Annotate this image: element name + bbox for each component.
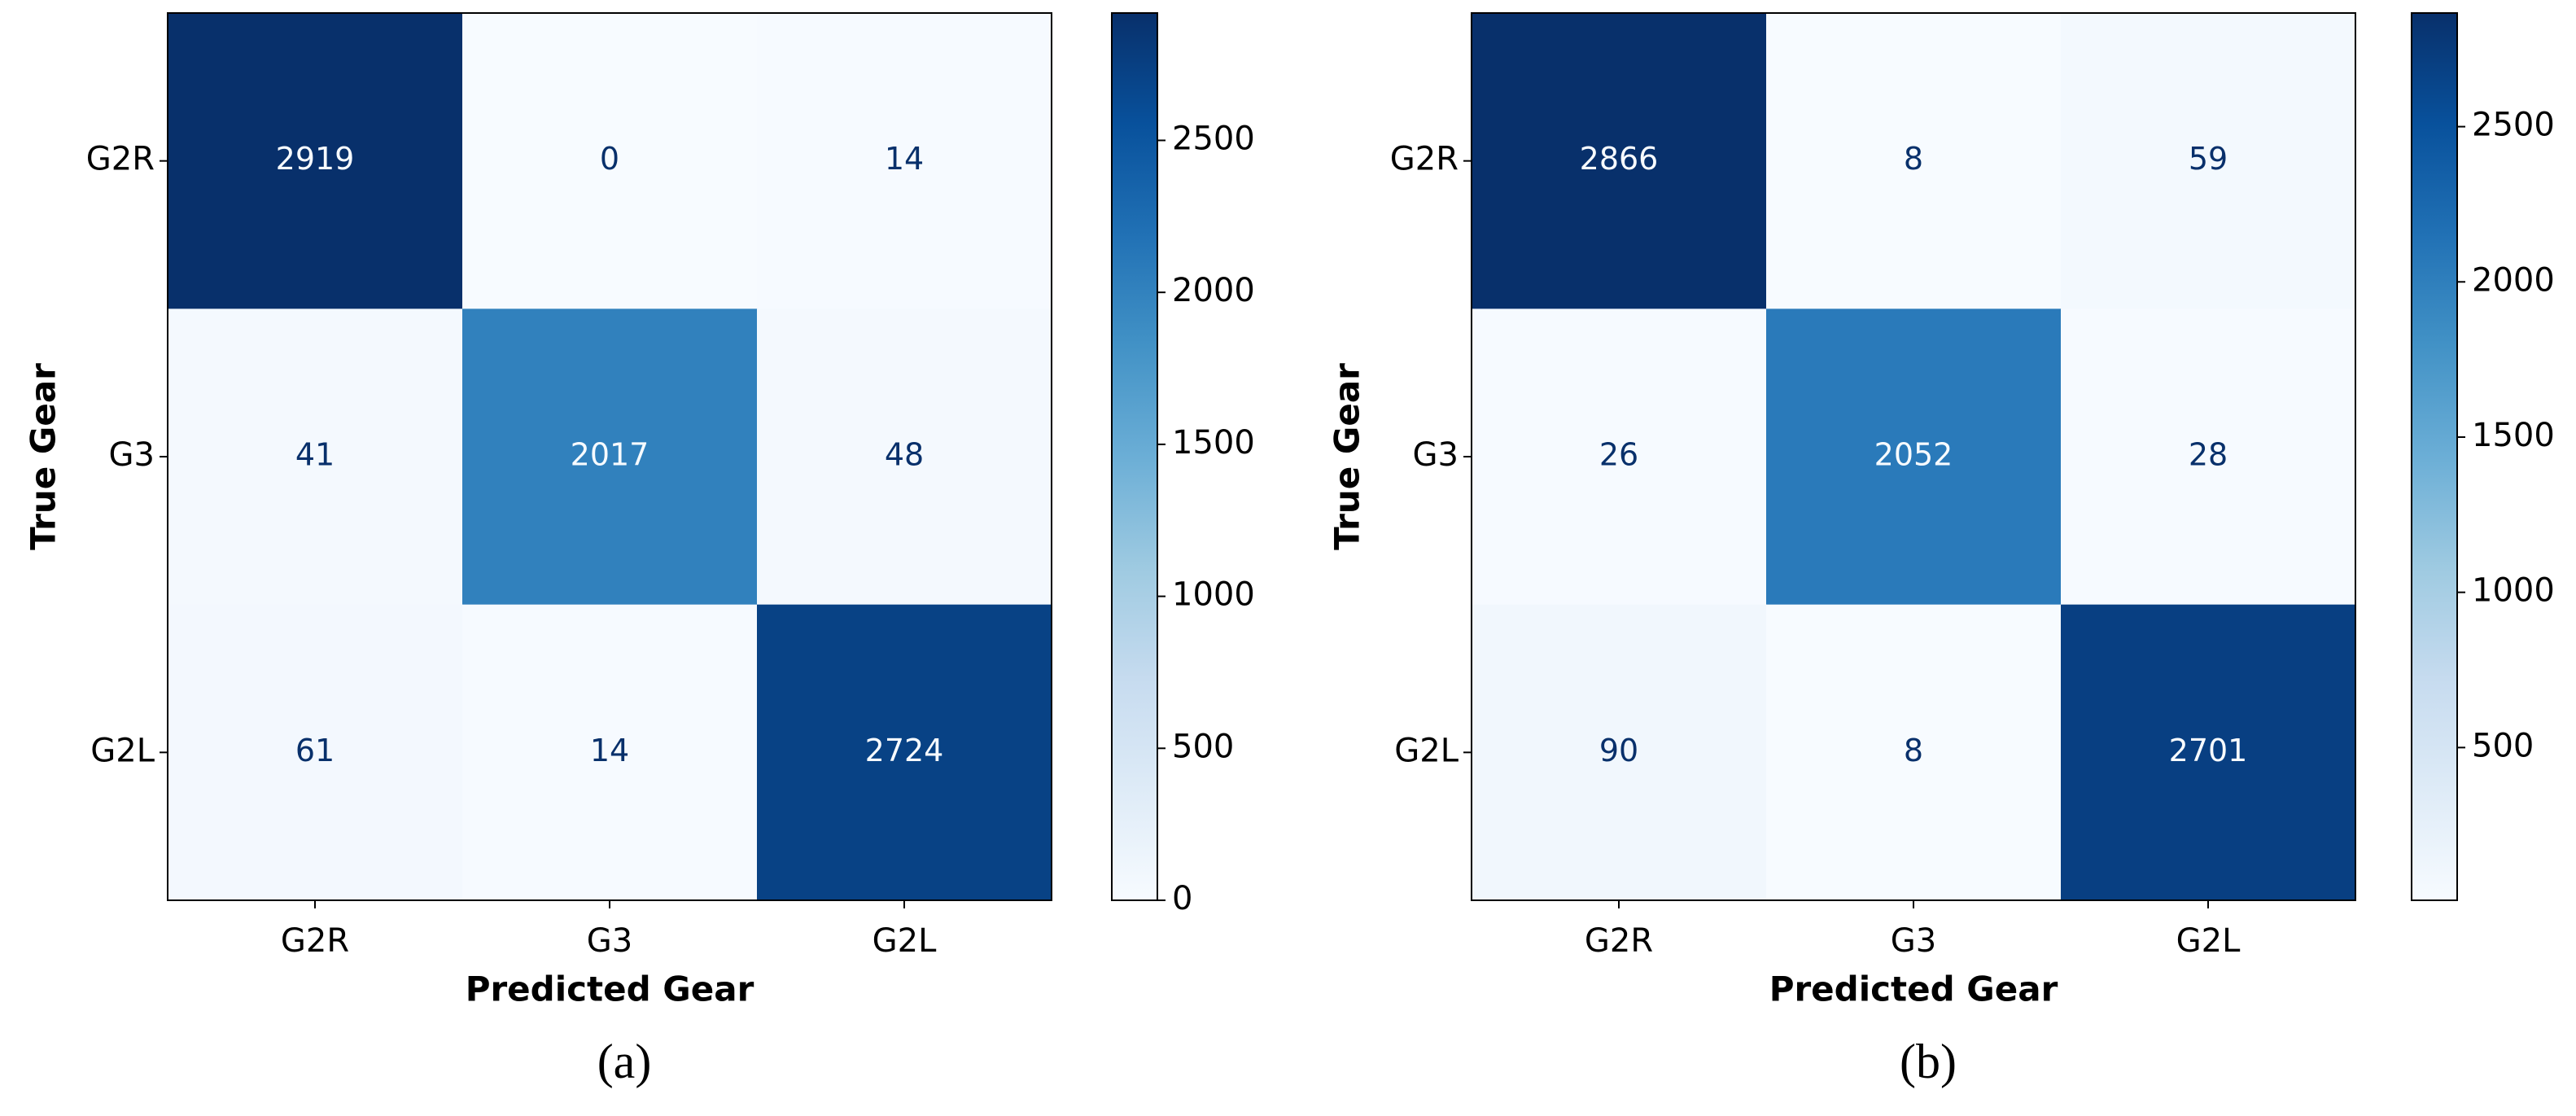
cell-value: 48 [885, 437, 924, 473]
cell-value: 61 [295, 733, 335, 768]
cell-value: 0 [600, 141, 619, 177]
x-tick-label: G3 [587, 922, 632, 960]
x-tick-label: G2R [1585, 922, 1653, 960]
colorbar-tick-label: 500 [1172, 728, 1234, 765]
cell-value: 28 [2189, 437, 2228, 473]
colorbar [1111, 12, 1158, 901]
heatmap-cell [757, 13, 1052, 309]
colorbar-tick-label: 2000 [1172, 272, 1255, 309]
x-axis-label: Predicted Gear [466, 969, 754, 1009]
colorbar-tick-label: 1500 [1172, 424, 1255, 462]
colorbar-tick-label: 2500 [2472, 107, 2555, 144]
y-tick-label: G3 [109, 436, 155, 474]
cell-value: 2052 [1874, 437, 1953, 473]
cell-value: 41 [295, 437, 335, 473]
heatmap-cell [1472, 604, 1767, 901]
x-tick-label: G2L [2176, 922, 2241, 960]
heatmap-cell [168, 309, 463, 606]
heatmap-cell [757, 309, 1052, 606]
heatmap-cell [1472, 13, 1767, 309]
y-tick-label: G3 [1413, 436, 1459, 474]
cell-value: 2017 [571, 437, 649, 473]
heatmap-cell [462, 309, 758, 606]
heatmap-cell [1766, 309, 2062, 606]
colorbar-tick-label: 1000 [2472, 572, 2555, 610]
x-tick-label: G3 [1891, 922, 1936, 960]
panel-caption: (b) [1900, 1035, 1957, 1088]
cell-value: 2919 [276, 141, 355, 177]
y-tick-label: G2R [1390, 141, 1459, 178]
heatmap-cell [168, 604, 463, 901]
heatmap-cell [168, 13, 463, 309]
cell-value: 14 [590, 733, 629, 768]
cell-value: 2701 [2169, 733, 2248, 768]
x-tick-label: G2L [873, 922, 937, 960]
y-axis-label: True Gear [1327, 363, 1367, 550]
y-axis-label: True Gear [24, 363, 63, 550]
heatmap-cell [1766, 13, 2062, 309]
heatmap-cell [1472, 309, 1767, 606]
y-tick-label: G2R [86, 141, 155, 178]
colorbar-tick-label: 1000 [1172, 576, 1255, 614]
cell-value: 8 [1904, 733, 1923, 768]
cell-value: 90 [1599, 733, 1638, 768]
cell-value: 8 [1904, 141, 1923, 177]
panel-caption: (a) [597, 1035, 652, 1088]
colorbar-tick-label: 2000 [2472, 261, 2555, 299]
x-axis-label: Predicted Gear [1769, 969, 2058, 1009]
heatmap-cell [2061, 309, 2356, 606]
colorbar [2411, 12, 2458, 901]
heatmap-cell [2061, 13, 2356, 309]
heatmap-cell [462, 13, 758, 309]
colorbar-tick-label: 0 [1172, 880, 1192, 917]
cell-value: 14 [885, 141, 924, 177]
y-tick-label: G2L [90, 732, 155, 769]
heatmap-cell [1766, 604, 2062, 901]
cell-value: 26 [1599, 437, 1638, 473]
cell-value: 2724 [865, 733, 944, 768]
colorbar-tick-label: 2500 [1172, 120, 1255, 157]
x-tick-label: G2R [281, 922, 349, 960]
heatmap-cell [462, 604, 758, 901]
colorbar-tick-label: 500 [2472, 727, 2534, 764]
colorbar-tick-label: 1500 [2472, 417, 2555, 454]
cell-value: 59 [2189, 141, 2228, 177]
heatmap-cell [2061, 604, 2356, 901]
cell-value: 2866 [1580, 141, 1659, 177]
y-tick-label: G2L [1394, 732, 1459, 769]
heatmap-cell [757, 604, 1052, 901]
